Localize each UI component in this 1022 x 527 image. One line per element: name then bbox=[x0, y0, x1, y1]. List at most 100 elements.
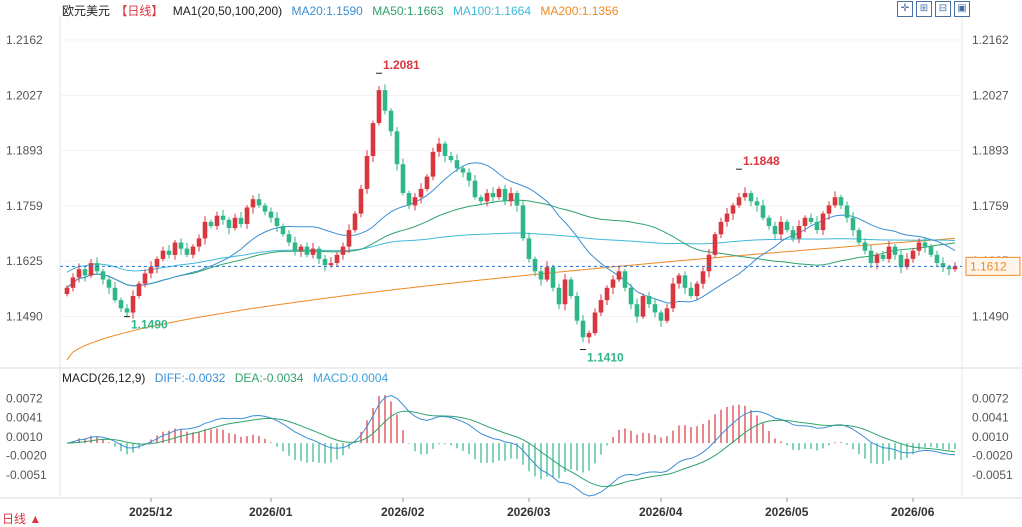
candle-body bbox=[754, 201, 760, 206]
ma20-value: MA20:1.1590 bbox=[291, 4, 363, 18]
crosshair-icon[interactable]: ✛ bbox=[897, 1, 913, 17]
candle-body bbox=[388, 110, 394, 132]
candle-body bbox=[220, 215, 226, 220]
candle-body bbox=[622, 271, 628, 288]
candle-body bbox=[724, 213, 730, 222]
candle-body bbox=[616, 271, 622, 280]
candle-body bbox=[118, 300, 124, 309]
candle-body bbox=[886, 246, 892, 259]
y-tick-right-1: 1.2027 bbox=[972, 88, 1009, 102]
candle-body bbox=[778, 221, 784, 235]
candle-body bbox=[826, 205, 832, 214]
candle-body bbox=[934, 254, 940, 263]
x-tick-label-6: 2026/06 bbox=[891, 505, 935, 519]
candle-body bbox=[820, 213, 826, 231]
candle-body bbox=[88, 263, 94, 276]
candle-body bbox=[412, 197, 418, 206]
macd-diff-line bbox=[66, 394, 956, 497]
macd-y-tick-right-3: -0.0020 bbox=[972, 449, 1013, 463]
candle-body bbox=[70, 277, 76, 288]
candle-body bbox=[910, 250, 916, 259]
candle-body bbox=[670, 283, 676, 309]
macd-y-tick-left-3: -0.0020 bbox=[6, 449, 47, 463]
candle-body bbox=[100, 271, 106, 280]
candle-body bbox=[478, 197, 484, 202]
candle-body bbox=[304, 246, 310, 255]
macd-dea-line bbox=[66, 410, 956, 488]
candle-body bbox=[436, 143, 442, 152]
main-legend: 欧元美元 【日线】 MA1(20,50,100,200) MA20:1.1590… bbox=[62, 2, 624, 19]
candle-body bbox=[502, 188, 508, 202]
candle-body bbox=[376, 90, 382, 123]
candle-body bbox=[496, 188, 502, 198]
y-tick-left-1: 1.2027 bbox=[6, 88, 43, 102]
macd-diff-value: DIFF:-0.0032 bbox=[154, 371, 226, 385]
candle-body bbox=[688, 287, 694, 296]
candle-body bbox=[718, 221, 724, 235]
y-tick-left-4: 1.1625 bbox=[6, 254, 43, 268]
candle-body bbox=[880, 254, 886, 259]
y-tick-right-3: 1.1759 bbox=[972, 199, 1009, 213]
candle-body bbox=[874, 254, 880, 263]
candle-body bbox=[664, 308, 670, 321]
candle-body bbox=[196, 238, 202, 247]
candle-body bbox=[586, 333, 592, 338]
candle-body bbox=[154, 258, 160, 268]
candle-body bbox=[538, 271, 544, 280]
candle-body bbox=[124, 308, 130, 313]
candle-body bbox=[940, 263, 946, 268]
candle-body bbox=[562, 279, 568, 305]
zoom-in-icon[interactable]: ⊞ bbox=[916, 1, 932, 17]
candle-body bbox=[262, 205, 268, 212]
candle-body bbox=[700, 271, 706, 284]
candle-body bbox=[310, 248, 316, 255]
period-switch-button[interactable]: 日线 ▲ bbox=[2, 512, 42, 526]
macd-title: MACD(26,12,9) bbox=[62, 371, 146, 385]
macd-y-tick-left-0: 0.0072 bbox=[6, 391, 43, 405]
candle-body bbox=[790, 230, 796, 239]
candle-body bbox=[82, 269, 88, 276]
candle-body bbox=[646, 296, 652, 305]
candle-body bbox=[730, 205, 736, 214]
candle-body bbox=[346, 230, 352, 247]
chart-toolbar: ✛ ⊞ ⊟ ▣ bbox=[897, 1, 970, 17]
macd-hist-value: MACD:0.0004 bbox=[312, 371, 389, 385]
ma100-line bbox=[66, 232, 956, 273]
candle-body bbox=[580, 320, 586, 338]
macd-y-tick-right-1: 0.0041 bbox=[972, 411, 1009, 425]
candle-body bbox=[442, 143, 448, 156]
symbol-name: 欧元美元 bbox=[62, 4, 111, 18]
candle-body bbox=[292, 242, 298, 251]
candle-body bbox=[628, 287, 634, 305]
fullscreen-icon[interactable]: ▣ bbox=[954, 1, 970, 17]
candle-body bbox=[424, 176, 430, 189]
candle-body bbox=[94, 263, 100, 272]
candle-body bbox=[892, 246, 898, 255]
x-tick-label-3: 2026/03 bbox=[507, 505, 551, 519]
x-tick-label-0: 2025/12 bbox=[129, 505, 173, 519]
candle-body bbox=[514, 193, 520, 206]
candle-body bbox=[568, 279, 574, 296]
candle-body bbox=[694, 283, 700, 296]
candle-body bbox=[682, 275, 688, 288]
candle-body bbox=[802, 217, 808, 226]
current-price-tag bbox=[965, 256, 1021, 276]
candle-body bbox=[460, 168, 466, 173]
candle-body bbox=[328, 263, 334, 266]
ma100-value: MA100:1.1664 bbox=[452, 4, 531, 18]
ma20-line bbox=[66, 162, 956, 304]
candle-body bbox=[898, 254, 904, 268]
zoom-out-icon[interactable]: ⊟ bbox=[935, 1, 951, 17]
candle-body bbox=[490, 193, 496, 198]
candle-body bbox=[742, 193, 748, 198]
candle-body bbox=[808, 217, 814, 222]
candle-body bbox=[922, 242, 928, 247]
period-label[interactable]: 【日线】 bbox=[115, 4, 164, 18]
ma200-line bbox=[66, 237, 956, 361]
candle-body bbox=[856, 230, 862, 243]
candle-body bbox=[112, 287, 118, 301]
high-label-1: 1.1848 bbox=[743, 154, 780, 168]
candle-body bbox=[280, 226, 286, 235]
candle-body bbox=[136, 283, 142, 296]
